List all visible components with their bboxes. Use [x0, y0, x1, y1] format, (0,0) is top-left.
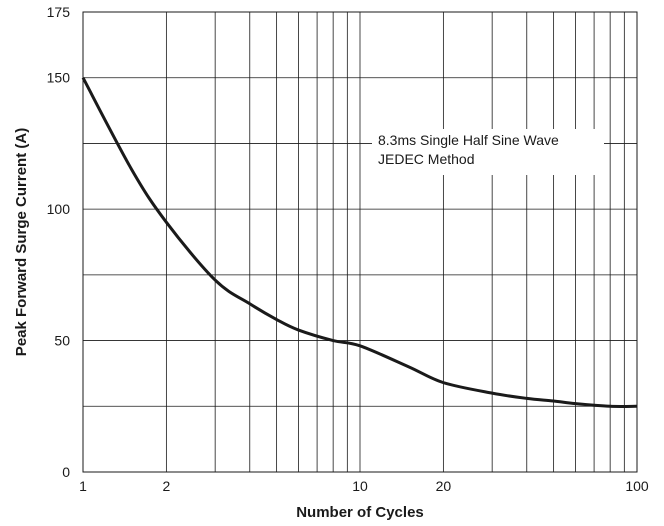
y-tick-label: 0: [62, 464, 70, 480]
x-tick-label: 2: [162, 478, 170, 494]
y-tick-labels: 0 50 100 150 175: [47, 4, 71, 480]
x-tick-label: 1: [79, 478, 87, 494]
series-line: [81, 77, 638, 408]
annotation-line-1: 8.3ms Single Half Sine Wave: [378, 132, 559, 148]
annotation-line-2: JEDEC Method: [378, 151, 474, 167]
grid: [82, 11, 638, 473]
y-tick-label: 50: [54, 333, 70, 349]
y-tick-label: 100: [47, 201, 71, 217]
plot-frame: [82, 11, 638, 473]
x-axis-title: Number of Cycles: [296, 504, 424, 521]
x-tick-label: 20: [436, 478, 452, 494]
series-layer: [81, 77, 638, 408]
y-tick-label: 150: [47, 70, 71, 86]
y-axis-title: Peak Forward Surge Current (A): [13, 128, 30, 356]
x-tick-label: 10: [352, 478, 368, 494]
annotation-background: [372, 129, 604, 175]
y-tick-label: 175: [47, 4, 71, 20]
x-tick-label: 100: [625, 478, 649, 494]
annotation: 8.3ms Single Half Sine Wave JEDEC Method: [372, 129, 604, 175]
x-tick-labels: 1 2 10 20 100: [79, 478, 649, 494]
